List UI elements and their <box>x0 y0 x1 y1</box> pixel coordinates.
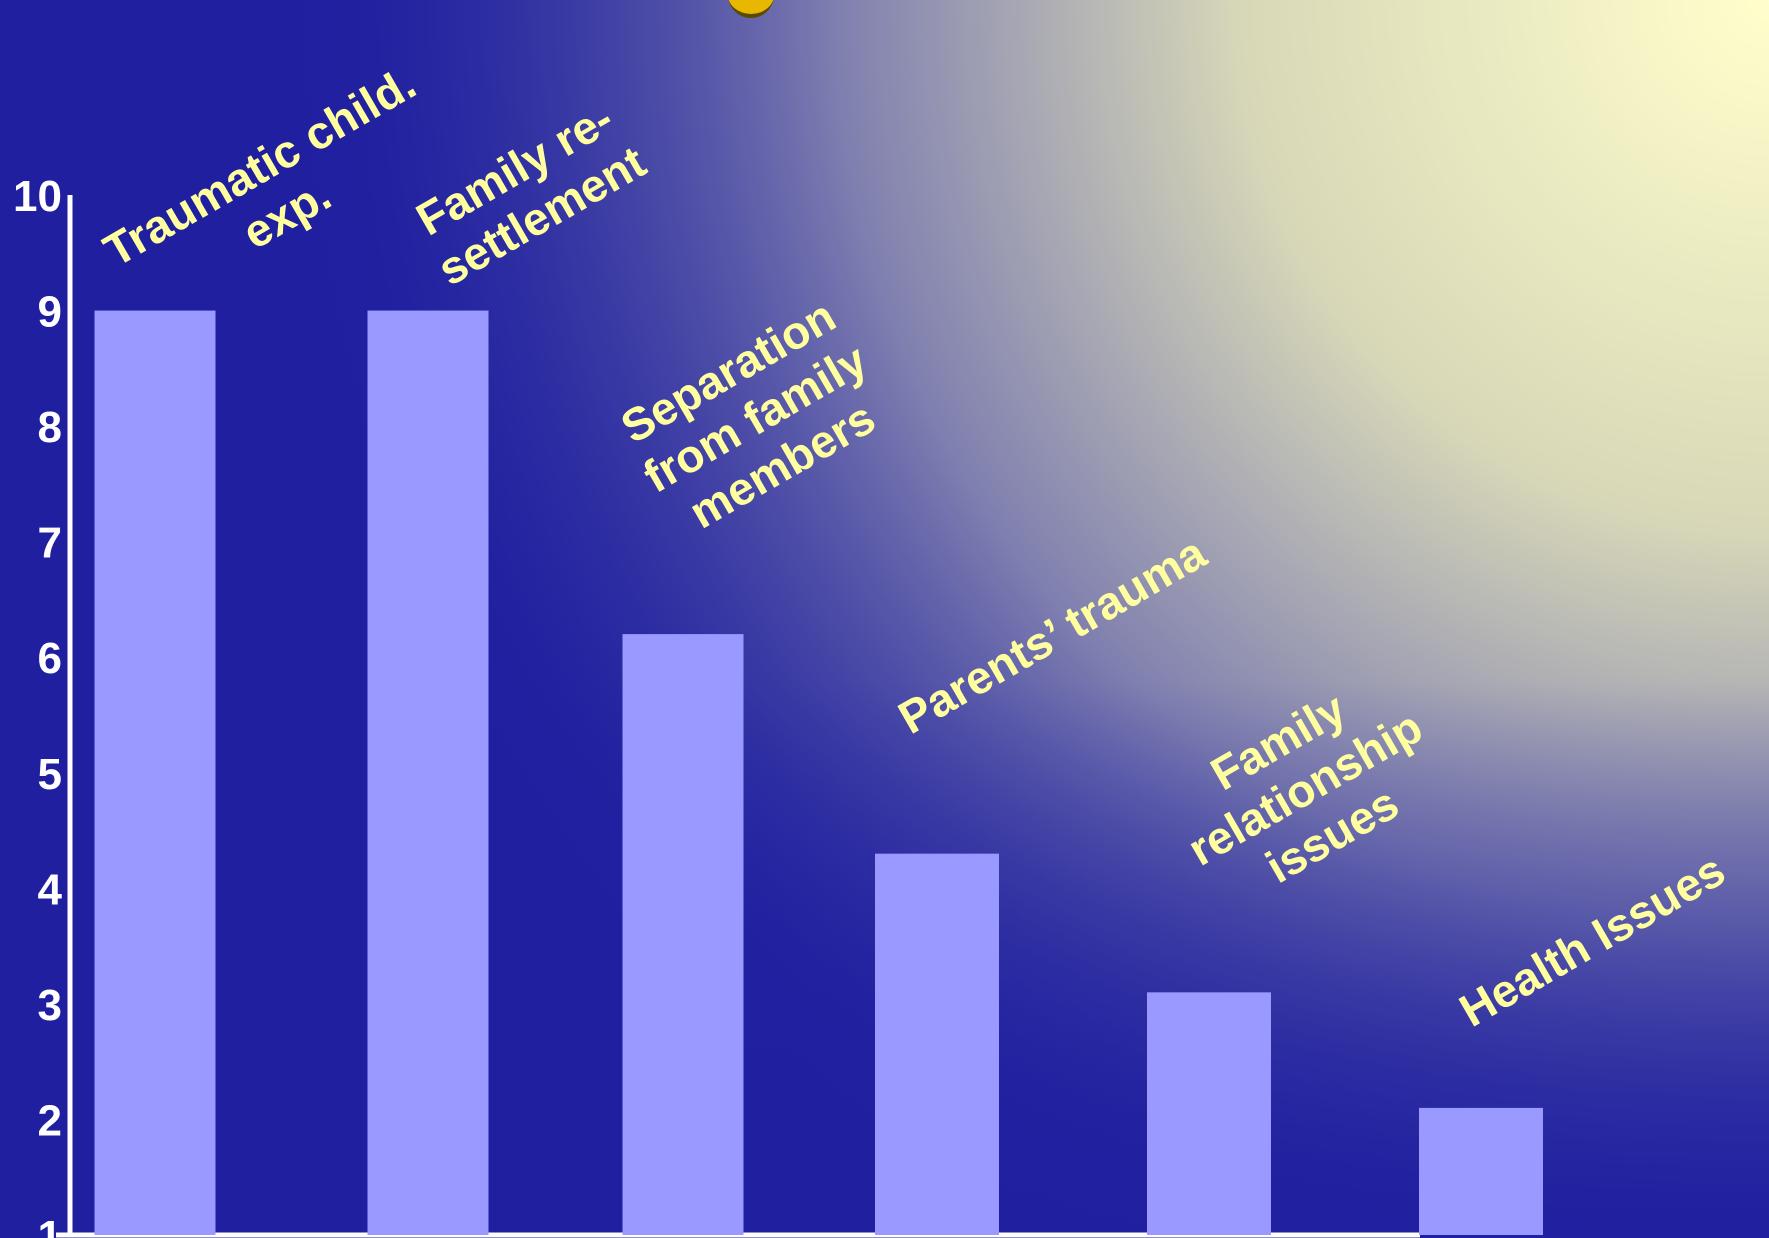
y-tick-label-4: 4 <box>38 865 63 914</box>
category-label-4: Parents’ trauma <box>890 526 1215 744</box>
category-label-1: Traumatic child.exp. <box>95 57 424 277</box>
y-tick-label-6: 6 <box>38 634 62 683</box>
y-tick-label-8: 8 <box>38 403 62 452</box>
bar-3 <box>622 634 744 1235</box>
category-label-6-line-1: Health Issues <box>1451 843 1734 1036</box>
bar-4 <box>875 853 999 1235</box>
y-tick-label-2: 2 <box>38 1096 62 1145</box>
bar-2 <box>367 310 489 1235</box>
y-tick-label-3: 3 <box>38 981 62 1030</box>
category-label-4-line-1: Parents’ trauma <box>890 526 1215 744</box>
bars-group <box>94 310 1543 1235</box>
bar-5 <box>1147 992 1271 1235</box>
category-label-6: Health Issues <box>1451 843 1734 1036</box>
title-fragment <box>728 0 774 18</box>
y-tick-label-10: 10 <box>13 172 62 221</box>
y-tick-label-9: 9 <box>38 288 62 337</box>
y-tick-label-7: 7 <box>38 519 62 568</box>
y-tick-label-5: 5 <box>38 750 62 799</box>
bar-1 <box>94 310 216 1235</box>
category-label-2: Family re-settlement <box>407 92 654 296</box>
bar-6 <box>1419 1107 1543 1235</box>
